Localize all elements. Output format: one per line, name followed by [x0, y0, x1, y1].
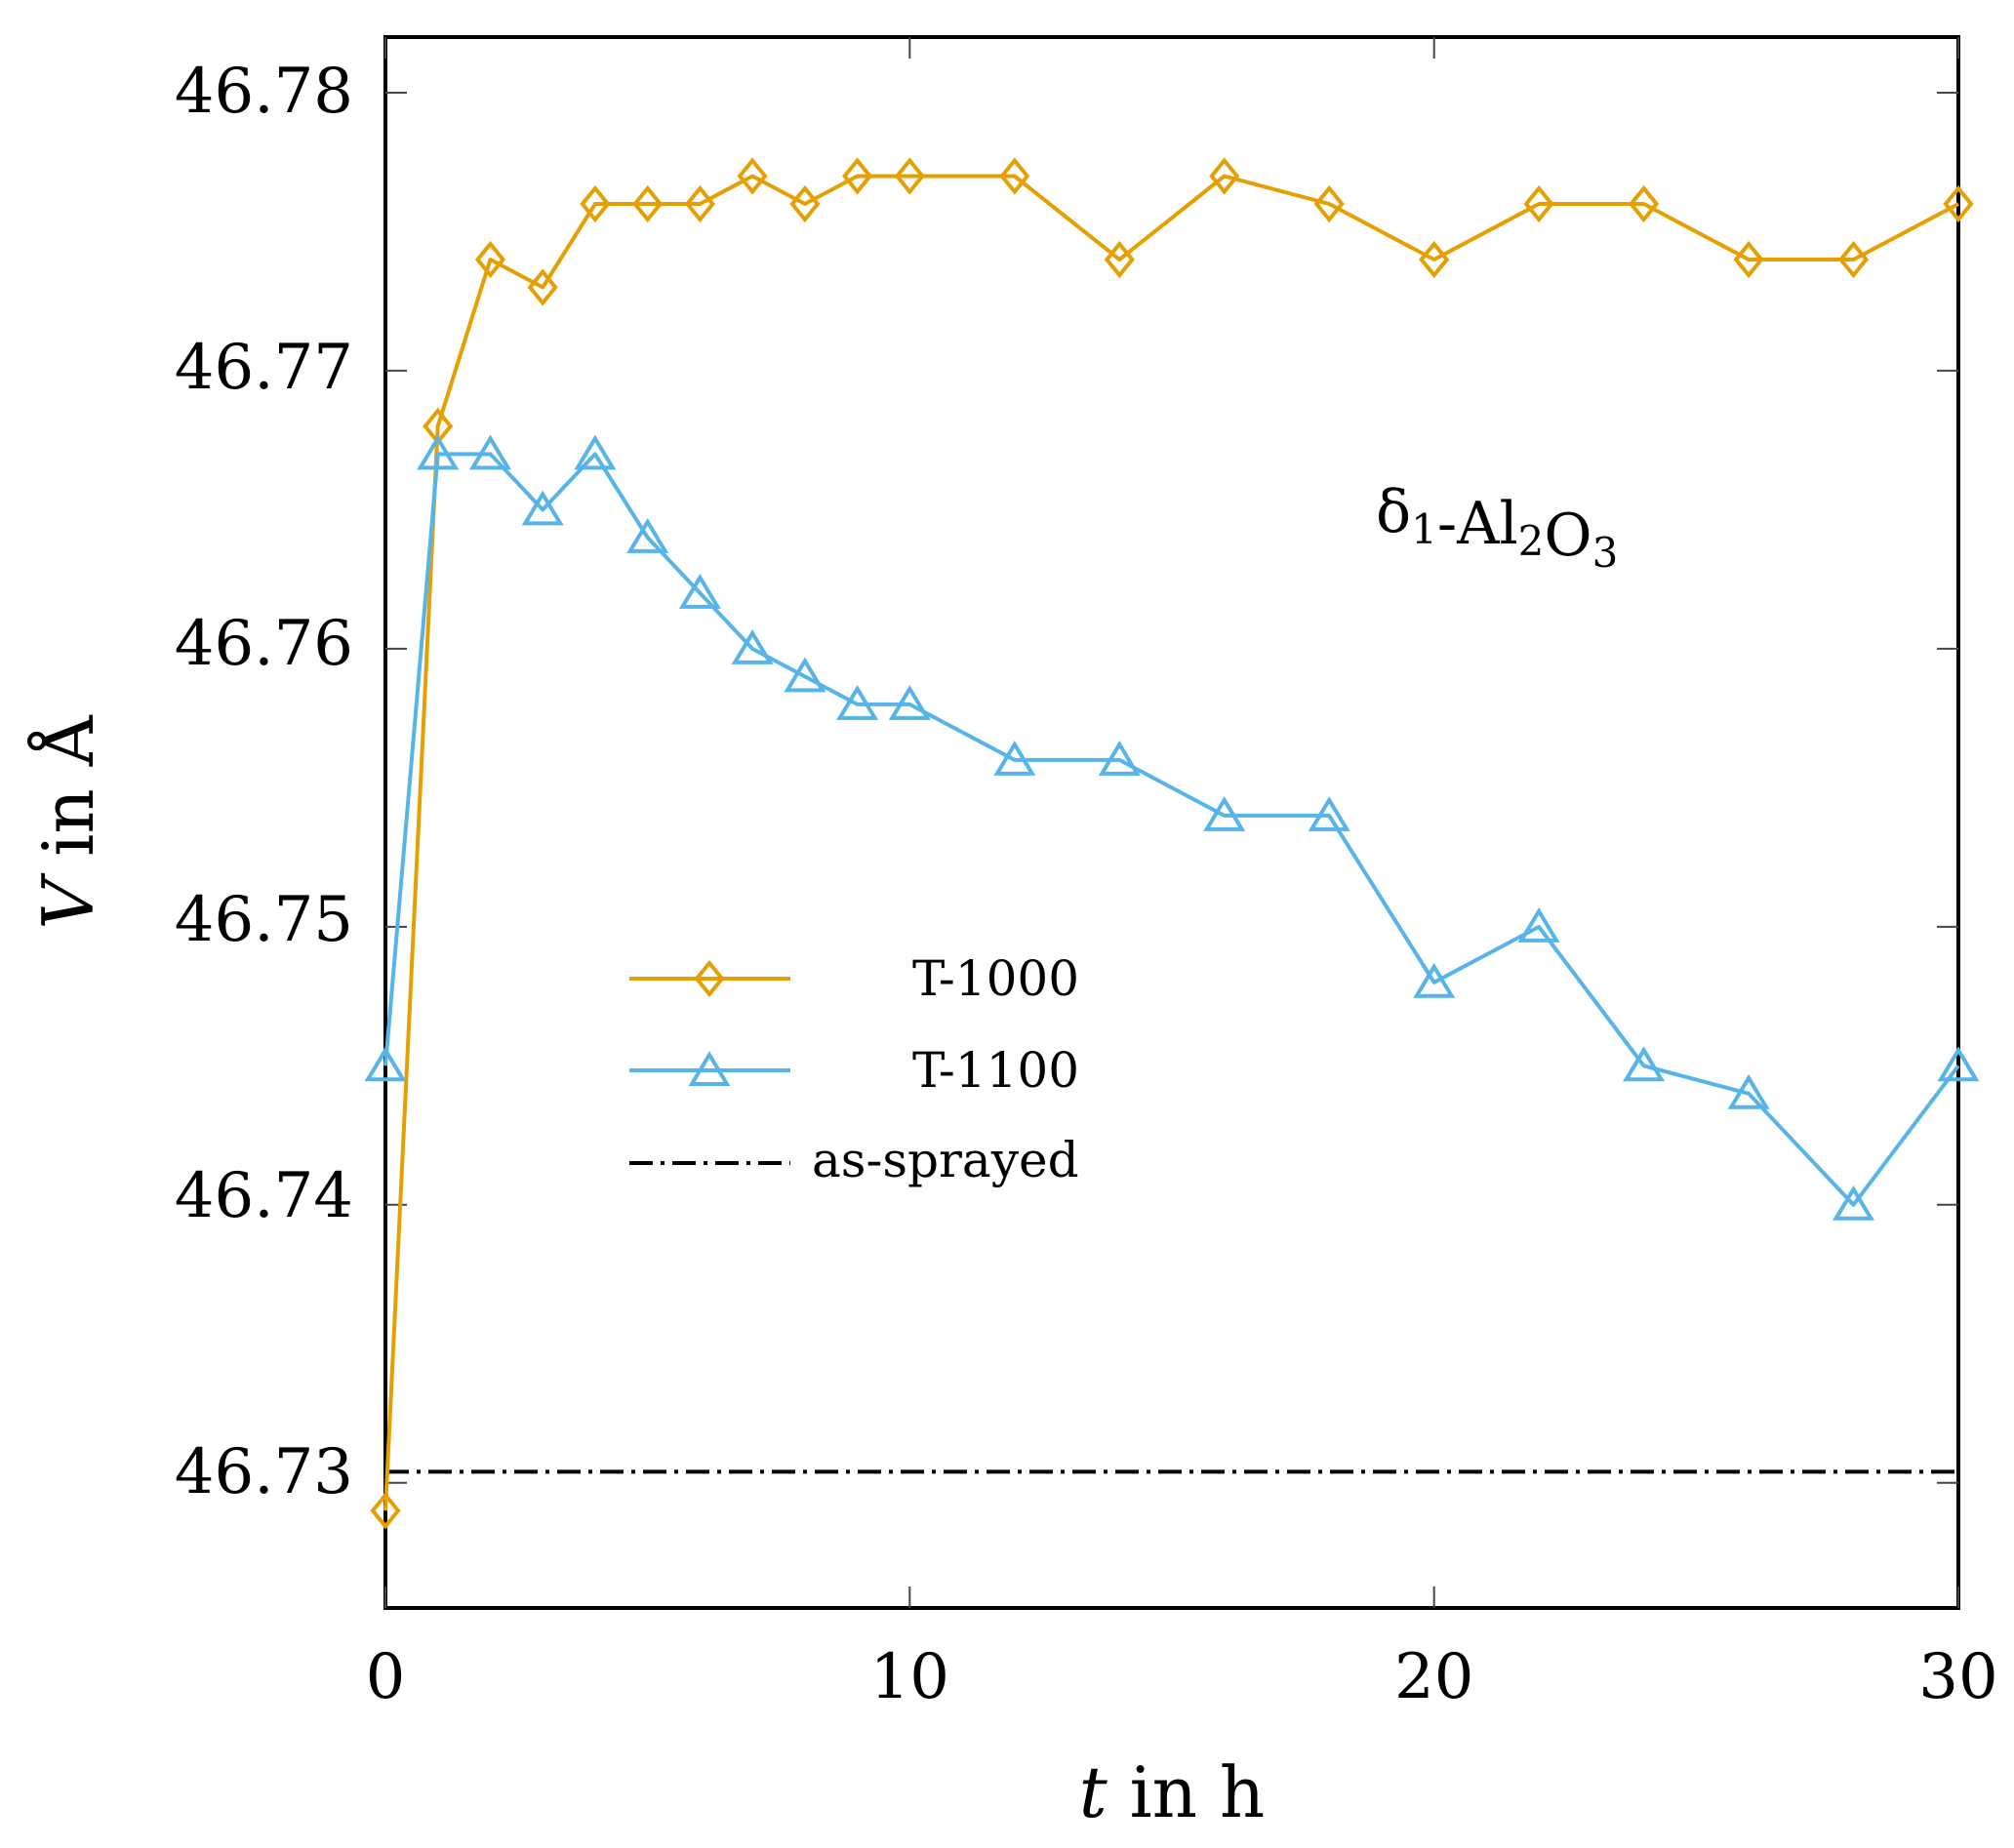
- data-point-t-1000: [894, 157, 925, 195]
- data-point-t-1100: [468, 434, 512, 470]
- legend-marker-triangle: [688, 1051, 731, 1086]
- series-line-t-1000: [383, 174, 1959, 1511]
- plot-frame: [383, 35, 1960, 1610]
- y-tick-label: 46.75: [175, 884, 353, 956]
- x-tick-label: 30: [1918, 1641, 1997, 1713]
- data-point-t-1100: [993, 741, 1036, 776]
- data-point-t-1000: [1523, 184, 1554, 223]
- data-point-t-1100: [364, 1046, 407, 1082]
- data-point-t-1100: [626, 518, 669, 553]
- data-point-t-1000: [1837, 240, 1870, 279]
- data-point-t-1000: [789, 184, 821, 223]
- data-point-t-1100: [574, 434, 617, 470]
- data-point-t-1000: [1733, 240, 1764, 279]
- ticks: [384, 37, 1959, 1608]
- data-point-t-1000: [1629, 184, 1660, 223]
- x-tick-label: 10: [870, 1641, 949, 1713]
- data-point-t-1100: [1623, 1046, 1666, 1082]
- data-point-t-1100: [1517, 907, 1560, 943]
- y-tick-label: 46.77: [175, 332, 353, 404]
- data-point-t-1000: [1943, 184, 1974, 223]
- data-point-t-1100: [888, 685, 931, 720]
- plot-area: [364, 35, 1980, 1610]
- y-axis-title: V in Å: [26, 714, 109, 929]
- data-point-t-1100: [521, 490, 564, 526]
- data-point-t-1000: [842, 157, 873, 195]
- data-point-t-1000: [632, 184, 664, 223]
- data-point-t-1100: [1727, 1073, 1770, 1109]
- data-point-t-1100: [1832, 1185, 1875, 1221]
- y-tick-labels: 46.73 46.74 46.75 46.76 46.77 46.78: [175, 56, 353, 1508]
- data-point-t-1000: [1104, 240, 1135, 279]
- data-point-t-1100: [417, 434, 460, 470]
- legend-marker-diamond: [694, 959, 725, 998]
- data-point-t-1100: [1098, 741, 1141, 776]
- y-tick-label: 46.76: [175, 608, 353, 680]
- data-point-t-1000: [474, 240, 506, 279]
- data-point-t-1100: [731, 629, 774, 664]
- x-tick-label: 20: [1394, 1641, 1473, 1713]
- phase-annotation: δ1-Al2O3: [1376, 478, 1618, 577]
- legend: T-1000 T-1100 as-sprayed: [629, 950, 1079, 1188]
- legend-label-t1000: T-1000: [912, 950, 1079, 1007]
- data-point-t-1000: [684, 184, 715, 223]
- series-line-t-1100: [383, 452, 1960, 1207]
- data-point-t-1000: [737, 157, 768, 195]
- y-tick-label: 46.73: [175, 1436, 353, 1508]
- legend-label-t1100: T-1100: [912, 1042, 1079, 1099]
- data-point-t-1000: [1209, 157, 1240, 195]
- data-point-t-1100: [784, 657, 826, 693]
- data-point-t-1000: [370, 1492, 401, 1530]
- legend-label-as-sprayed: as-sprayed: [812, 1132, 1079, 1188]
- data-point-t-1100: [1413, 962, 1456, 998]
- data-point-t-1000: [999, 157, 1030, 195]
- data-point-t-1000: [1419, 240, 1450, 279]
- data-point-t-1100: [1203, 796, 1246, 831]
- data-point-t-1100: [836, 685, 879, 720]
- x-axis-title: t in h: [1079, 1751, 1265, 1833]
- data-point-t-1000: [1313, 184, 1345, 223]
- x-tick-labels: 0 10 20 30: [366, 1641, 1998, 1713]
- data-point-t-1100: [1308, 796, 1350, 831]
- y-tick-label: 46.78: [175, 56, 353, 128]
- y-tick-label: 46.74: [175, 1160, 353, 1232]
- series-lines: [383, 174, 1960, 1511]
- x-tick-label: 0: [366, 1641, 406, 1713]
- data-point-t-1000: [580, 184, 611, 223]
- data-point-t-1000: [527, 268, 558, 306]
- data-point-t-1100: [1937, 1046, 1980, 1082]
- data-point-t-1100: [678, 574, 721, 609]
- series-markers: [364, 157, 1980, 1530]
